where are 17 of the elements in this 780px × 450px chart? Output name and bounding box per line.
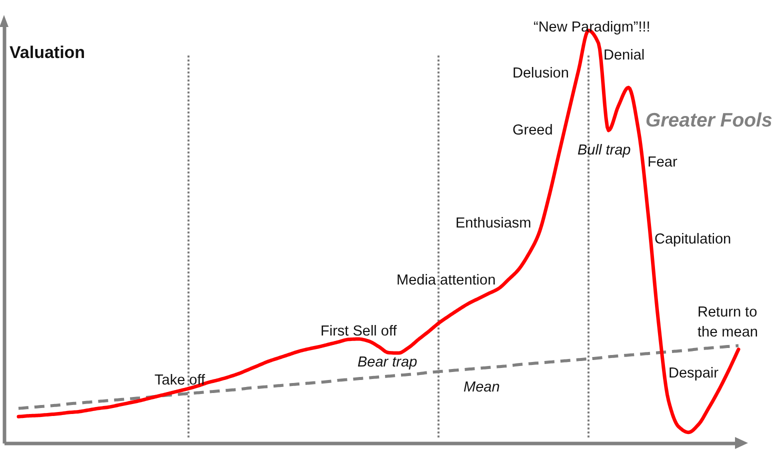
annotation: “New Paradigm”!!! <box>534 20 650 36</box>
annotation: Fear <box>648 154 678 170</box>
annotation: Enthusiasm <box>456 216 532 232</box>
annotation: First Sell off <box>320 324 398 340</box>
annotation: Take off <box>154 372 206 388</box>
annotation: Greed <box>512 122 553 138</box>
annotation: Delusion <box>512 66 569 82</box>
annotation: Despair <box>668 366 719 382</box>
annotation: Media attention <box>396 272 496 288</box>
annotation: Bear trap <box>358 354 418 370</box>
annotation: Capitulation <box>654 232 732 248</box>
annotation: Return to the mean <box>698 304 758 340</box>
annotation: Denial <box>604 48 645 64</box>
series-label: Mean <box>464 380 500 396</box>
y-axis-title: Valuation <box>10 43 86 62</box>
annotation: Bull trap <box>578 142 631 158</box>
annotation: Greater Fools <box>646 110 772 132</box>
